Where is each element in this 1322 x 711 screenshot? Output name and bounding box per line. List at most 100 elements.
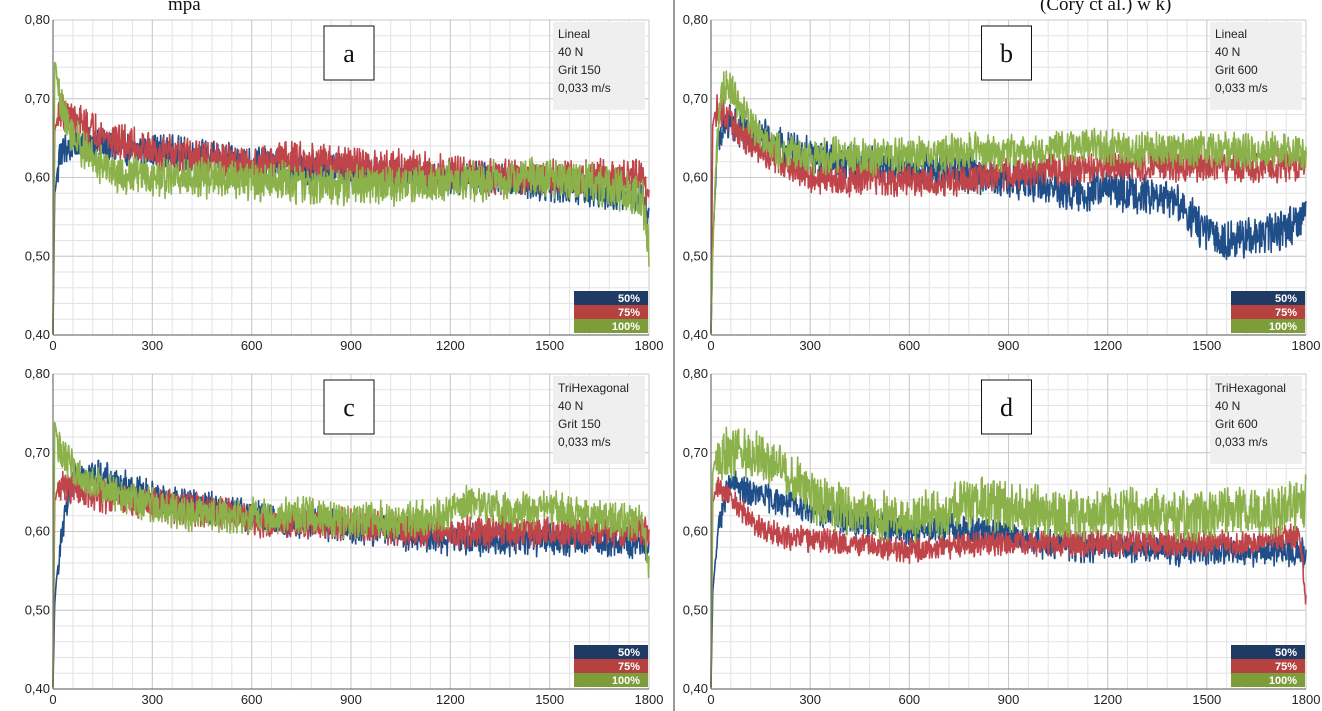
legend-swatch (574, 673, 648, 687)
x-tick-label: 1200 (1093, 692, 1122, 707)
legend-label: 50% (618, 647, 640, 659)
legend-swatch (574, 305, 648, 319)
y-tick-label: 0,40 (25, 681, 50, 696)
info-box (553, 376, 645, 464)
info-box-line: Grit 150 (558, 417, 601, 431)
x-tick-label: 0 (707, 338, 714, 353)
panel-letter-box (323, 379, 375, 435)
legend-label: 100% (612, 321, 640, 333)
legend-swatch (1231, 305, 1305, 319)
info-box-line: 40 N (1215, 399, 1240, 413)
x-tick-label: 900 (998, 692, 1020, 707)
info-box-line: 40 N (558, 45, 583, 59)
legend-label: 50% (618, 293, 640, 305)
legend-swatch (1231, 645, 1305, 659)
info-box-line: Grit 600 (1215, 417, 1258, 431)
info-box-line: Grit 150 (558, 63, 601, 77)
y-tick-label: 0,80 (25, 12, 50, 27)
y-tick-label: 0,50 (683, 602, 708, 617)
x-tick-label: 1800 (1292, 692, 1321, 707)
x-tick-label: 300 (141, 338, 163, 353)
y-tick-label: 0,60 (25, 170, 50, 185)
info-box-line: 0,033 m/s (1215, 81, 1268, 95)
y-tick-label: 0,60 (683, 170, 708, 185)
panel-letter-box (323, 25, 375, 81)
y-tick-label: 0,70 (683, 91, 708, 106)
legend-swatch (574, 291, 648, 305)
x-tick-label: 1500 (1192, 338, 1221, 353)
x-tick-label: 1200 (436, 338, 465, 353)
series-line-100pct (52, 421, 650, 688)
info-box-line: 40 N (558, 399, 583, 413)
series-line-75pct (710, 476, 1307, 688)
chart-panels: 0 300 600 900 1200 1500 1800 0,40 0,50 0,60 0,70 0,… (25, 12, 1321, 707)
legend-label: 100% (1269, 675, 1297, 687)
y-tick-label: 0,70 (683, 445, 708, 460)
series-group (52, 421, 650, 688)
y-tick-label: 0,40 (683, 681, 708, 696)
panel-letter: b (1000, 39, 1013, 68)
x-tick-label: 900 (340, 338, 362, 353)
series-group (52, 61, 650, 334)
legend-swatch (574, 319, 648, 333)
legend-label: 100% (1269, 321, 1297, 333)
x-tick-label: 300 (141, 692, 163, 707)
chart-panel-a: 0 300 600 900 1200 1500 1800 0,40 0,50 0,60 0,70 0,… (25, 12, 664, 353)
legend-swatch (1231, 659, 1305, 673)
panel-letter-box (981, 379, 1032, 435)
info-box-line: Lineal (558, 27, 590, 41)
info-box-line: 0,033 m/s (558, 81, 611, 95)
info-box-line: Grit 600 (1215, 63, 1258, 77)
y-tick-label: 0,50 (25, 602, 50, 617)
legend-label: 75% (618, 661, 640, 673)
x-tick-label: 600 (898, 692, 920, 707)
y-tick-label: 0,80 (683, 366, 708, 381)
series-line-100pct (52, 61, 650, 334)
panel-letter: d (1000, 393, 1013, 422)
y-tick-label: 0,60 (683, 524, 708, 539)
info-box-line: 0,033 m/s (1215, 435, 1268, 449)
chart-panel-c: 0 300 600 900 1200 1500 1800 0,40 0,50 0,60 0,70 0,… (25, 366, 664, 707)
series-group (710, 70, 1307, 334)
series-line-100pct (710, 426, 1307, 686)
y-tick-label: 0,80 (683, 12, 708, 27)
x-tick-label: 1800 (1292, 338, 1321, 353)
legend-label: 50% (1275, 647, 1297, 659)
y-tick-label: 0,50 (25, 248, 50, 263)
legend-label: 75% (1275, 307, 1297, 319)
info-box (553, 22, 645, 110)
series-group (710, 426, 1307, 688)
legend-label: 100% (612, 675, 640, 687)
x-tick-label: 0 (49, 338, 56, 353)
legend-swatch (1231, 673, 1305, 687)
info-box-line: TriHexagonal (558, 381, 629, 395)
x-tick-label: 1500 (535, 692, 564, 707)
info-box-line: 40 N (1215, 45, 1240, 59)
x-tick-label: 900 (340, 692, 362, 707)
info-box-line: Lineal (1215, 27, 1247, 41)
x-tick-label: 1200 (1093, 338, 1122, 353)
panel-letter-box (981, 25, 1032, 81)
legend-label: 50% (1275, 293, 1297, 305)
legend-swatch (1231, 319, 1305, 333)
legend-swatch (574, 645, 648, 659)
y-tick-label: 0,50 (683, 248, 708, 263)
y-tick-label: 0,80 (25, 366, 50, 381)
x-tick-label: 300 (799, 338, 821, 353)
legend-swatch (1231, 291, 1305, 305)
x-tick-label: 1800 (635, 338, 664, 353)
x-tick-label: 600 (241, 338, 263, 353)
panel-letter: a (343, 39, 355, 68)
legend-label: 75% (1275, 661, 1297, 673)
x-tick-label: 1500 (1192, 692, 1221, 707)
header-right-text: (Cory ct al.) w k) (1040, 0, 1171, 15)
x-tick-label: 0 (49, 692, 56, 707)
info-box-line: 0,033 m/s (558, 435, 611, 449)
legend-swatch (574, 659, 648, 673)
legend-label: 75% (618, 307, 640, 319)
chart-panel-d: 0 300 600 900 1200 1500 1800 0,40 0,50 0,60 0,70 0,… (683, 366, 1321, 707)
x-tick-label: 1200 (436, 692, 465, 707)
panel-letter: c (343, 393, 355, 422)
y-tick-label: 0,40 (25, 327, 50, 342)
